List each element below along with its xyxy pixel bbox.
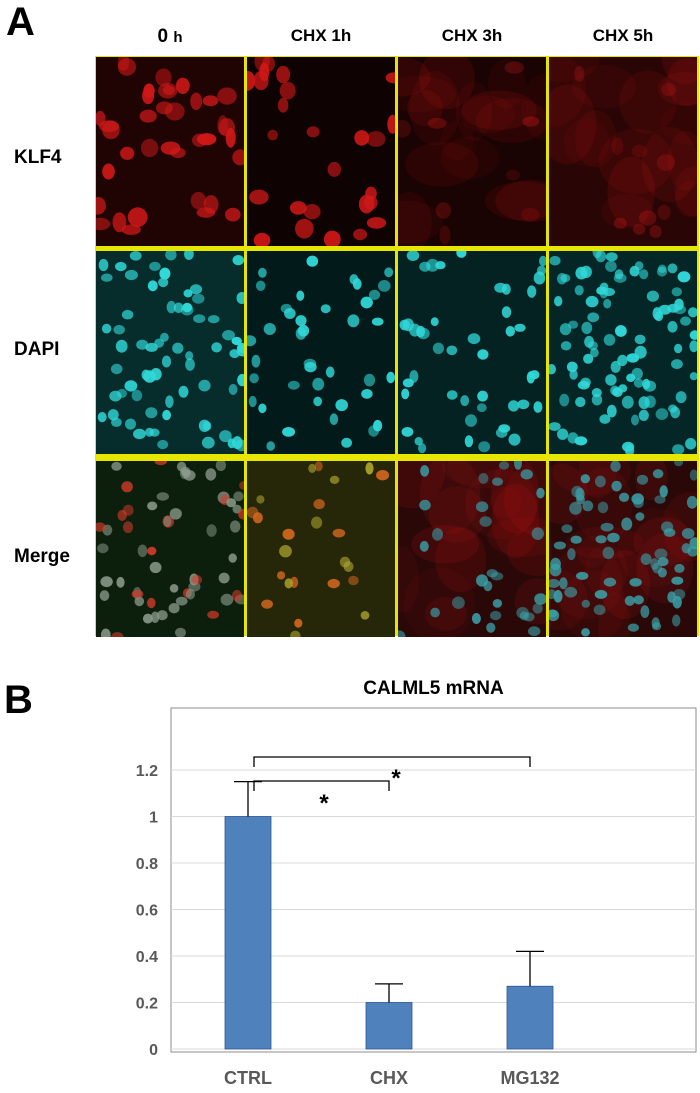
y-tick-label: 1 (149, 810, 158, 827)
micrograph-merge-0h (96, 461, 244, 637)
x-tick-label: CHX (370, 1068, 408, 1088)
micrograph-dapi-chx-5h (549, 251, 697, 454)
micrograph-grid (95, 56, 699, 637)
row-label-merge: Merge (14, 546, 70, 567)
y-tick-label: 0.4 (136, 949, 158, 966)
column-header-0h: 0 h (95, 26, 245, 48)
micrograph-merge-chx-3h (398, 461, 546, 637)
row-label-klf4: KLF4 (14, 147, 62, 168)
micrograph-merge-chx-5h (549, 461, 697, 637)
bar-mg132 (506, 985, 554, 1050)
micrograph-klf4-chx-5h (549, 57, 697, 246)
y-tick-label: 1.2 (136, 763, 158, 780)
calml5-bar-chart: CALML5 mRNA 0 0.2 0.4 0.6 0.8 1 1.2 CTRL CHX MG132… (0, 660, 700, 1088)
column-header-0h-main: 0 (157, 26, 169, 47)
panel-a-label: A (6, 0, 35, 44)
bar-chx (365, 1002, 413, 1050)
row-label-dapi: DAPI (14, 339, 60, 360)
significance-label: * (391, 765, 401, 792)
column-header-0h-unit: h (173, 29, 183, 46)
y-tick-label: 0.6 (136, 903, 158, 920)
significance-bracket (253, 756, 531, 767)
panel-b-label: B (4, 678, 33, 722)
y-tick-label: 0.8 (136, 856, 158, 873)
micrograph-dapi-chx-1h (247, 251, 395, 454)
micrograph-dapi-0h (96, 251, 244, 454)
micrograph-dapi-chx-3h (398, 251, 546, 454)
chart-svg: CALML5 mRNA 0 0.2 0.4 0.6 0.8 1 1.2 CTRL CHX MG132… (136, 678, 697, 1088)
micrograph-merge-chx-1h (247, 461, 395, 637)
significance-bracket (253, 780, 390, 791)
micrograph-klf4-0h (96, 57, 244, 246)
bar-ctrl (224, 816, 272, 1050)
x-tick-label: MG132 (500, 1068, 559, 1088)
significance-label: * (319, 790, 329, 817)
micrograph-klf4-chx-3h (398, 57, 546, 246)
chart-title: CALML5 mRNA (363, 678, 504, 699)
column-header-chx-3h: CHX 3h (441, 26, 503, 45)
x-tick-label: CTRL (224, 1068, 272, 1088)
column-header-chx-1h: CHX 1h (290, 26, 352, 45)
micrograph-klf4-chx-1h (247, 57, 395, 246)
plot-frame (170, 707, 697, 1053)
y-tick-label: 0.2 (136, 996, 158, 1013)
column-header-chx-5h: CHX 5h (592, 26, 654, 45)
y-tick-label: 0 (149, 1042, 158, 1059)
